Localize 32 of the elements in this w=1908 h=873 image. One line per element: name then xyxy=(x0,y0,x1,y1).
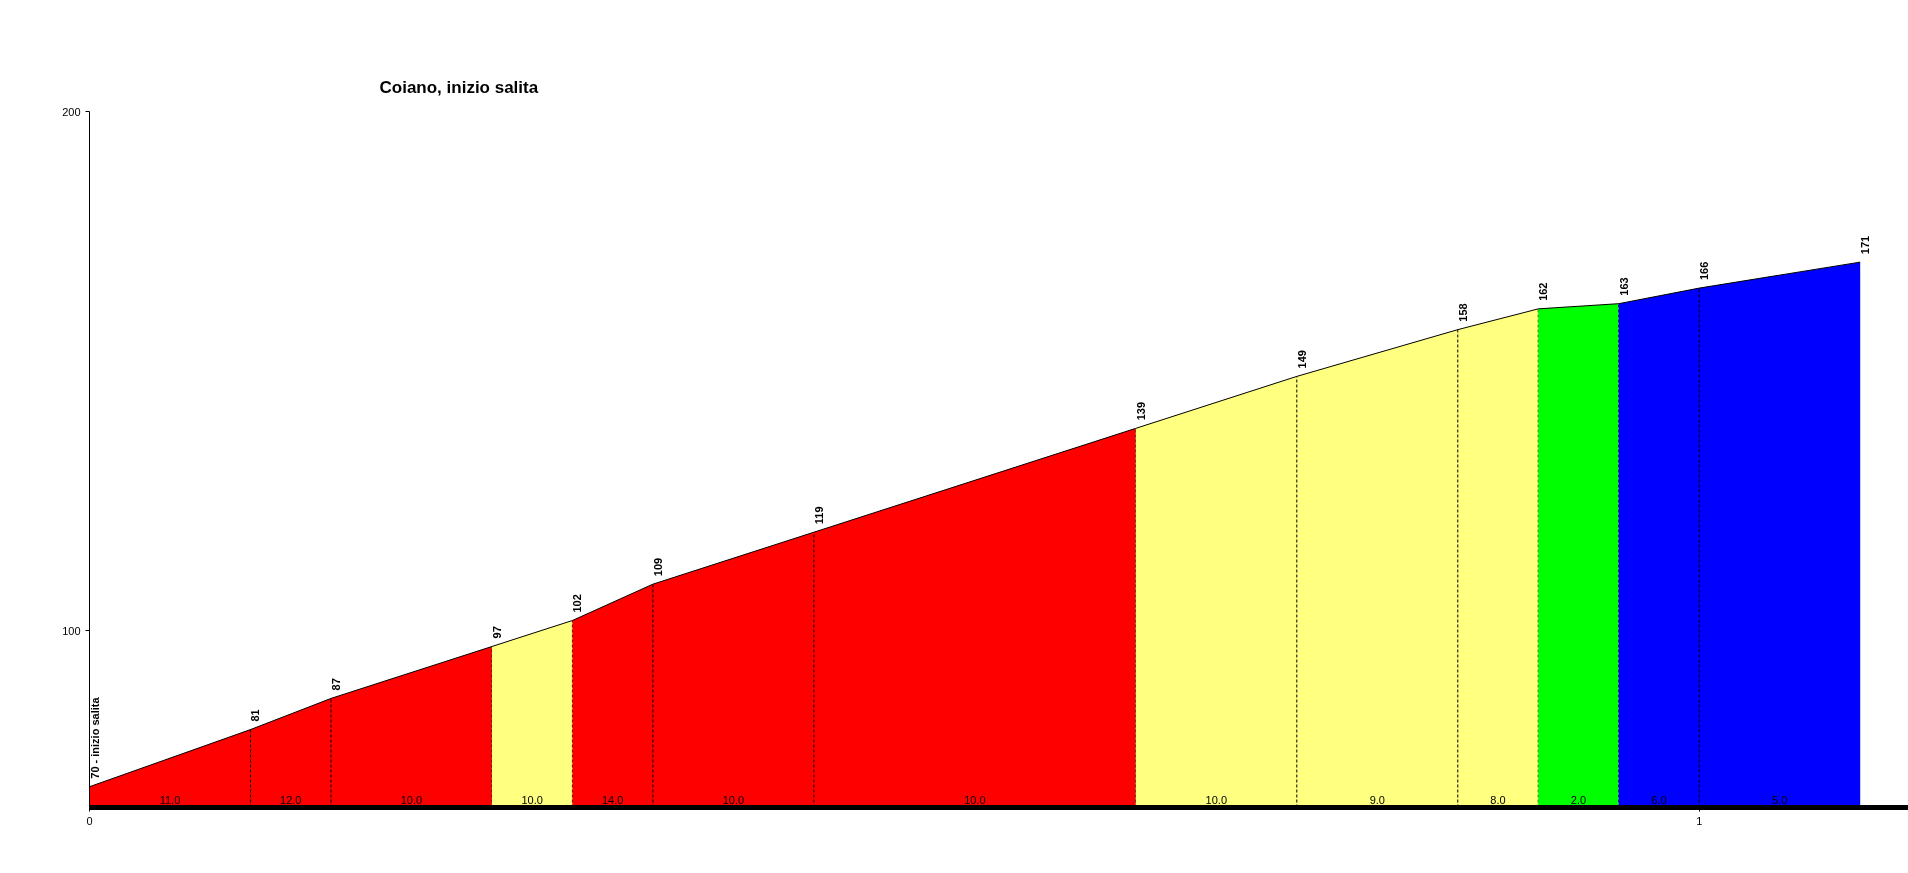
annotation: 9.0 xyxy=(1369,793,1385,806)
annotation: 10.0 xyxy=(964,793,986,806)
data-label: 171 xyxy=(1859,235,1872,255)
data-label: 162 xyxy=(1537,282,1550,301)
annotation: 14.0 xyxy=(601,793,624,806)
data-label: 158 xyxy=(1456,303,1469,322)
annotation: 2.0 xyxy=(1570,793,1587,806)
chart-title: Coiano, inizio salita xyxy=(379,77,539,97)
annotation: 8.0 xyxy=(1490,793,1506,806)
annotation: 11.0 xyxy=(159,793,181,806)
x-tick-label: 1 xyxy=(1696,814,1703,827)
annotation: 12.0 xyxy=(280,793,302,806)
annotation: 5.0 xyxy=(1772,793,1788,806)
annotation: 10.0 xyxy=(1205,793,1228,806)
y-tick-label: 100 xyxy=(62,624,81,637)
x-tick-label: 0 xyxy=(86,814,93,827)
annotation: 6.0 xyxy=(1651,793,1667,806)
annotation: 10.0 xyxy=(400,793,423,806)
data-label: 166 xyxy=(1698,261,1711,281)
data-label: 139 xyxy=(1134,401,1147,421)
data-label: 109 xyxy=(651,557,664,577)
data-label: 119 xyxy=(812,506,825,525)
data-label: 81 xyxy=(249,709,262,722)
data-label: 102 xyxy=(571,594,584,613)
data-label: 163 xyxy=(1617,277,1630,296)
annotation: 10.0 xyxy=(722,793,745,806)
data-label: 87 xyxy=(329,678,342,691)
annotation: 10.0 xyxy=(521,793,543,806)
data-label: 70 - inizio salita xyxy=(88,696,101,779)
data-label: 97 xyxy=(490,626,503,639)
y-tick-label: 200 xyxy=(62,105,81,118)
data-label: 149 xyxy=(1295,350,1308,369)
